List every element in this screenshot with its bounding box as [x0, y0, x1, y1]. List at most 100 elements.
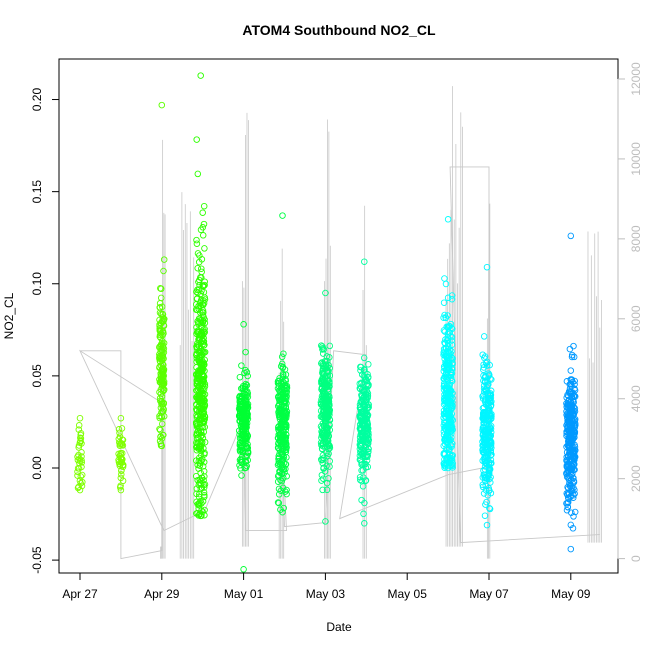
data-point: [364, 371, 371, 378]
data-point: [570, 342, 577, 350]
y-tick-label: 0.10: [30, 272, 44, 296]
data-point: [326, 444, 334, 452]
data-point: [358, 391, 365, 399]
data-point: [236, 373, 244, 381]
data-point: [200, 484, 208, 491]
data-point: [441, 459, 448, 467]
data-point: [363, 377, 371, 385]
data-point: [196, 276, 203, 284]
x-tick-label: Apr 27: [62, 587, 98, 601]
data-point: [326, 354, 333, 361]
data-point: [197, 226, 205, 234]
data-point: [156, 425, 163, 433]
data-point: [237, 465, 244, 472]
data-point: [197, 353, 204, 360]
data-point: [193, 443, 201, 451]
data-point: [280, 504, 287, 512]
data-point: [447, 369, 455, 377]
data-point: [486, 466, 494, 473]
data-point: [482, 440, 489, 447]
data-point: [322, 518, 329, 525]
data-point: [480, 490, 488, 497]
data-point: [324, 363, 331, 371]
data-point: [482, 482, 489, 489]
data-point: [240, 447, 247, 454]
data-point: [242, 383, 249, 391]
data-point: [361, 258, 368, 265]
data-point: [116, 439, 123, 446]
data-point: [282, 461, 290, 468]
data-point: [118, 450, 126, 457]
data-point: [319, 414, 327, 421]
data-point: [192, 472, 200, 480]
y2-tick-label: 0: [629, 555, 643, 562]
data-point: [569, 525, 577, 532]
data-point: [358, 461, 365, 468]
data-point: [199, 401, 206, 408]
data-point: [356, 473, 364, 481]
data-point: [280, 454, 288, 461]
data-point: [357, 367, 364, 374]
y2-tick-label: 2000: [629, 465, 643, 492]
data-point: [448, 370, 456, 377]
data-point: [363, 409, 370, 416]
data-point: [276, 469, 283, 476]
data-point: [485, 469, 493, 476]
data-point: [274, 499, 282, 506]
data-point: [159, 353, 166, 360]
data-point: [158, 101, 166, 109]
data-point: [239, 427, 247, 434]
data-point: [479, 457, 486, 464]
data-point: [324, 372, 332, 379]
data-point: [482, 477, 489, 485]
data-point: [364, 463, 372, 471]
data-point: [275, 439, 282, 447]
data-point: [444, 312, 451, 319]
data-point: [275, 377, 283, 385]
data-point: [567, 521, 575, 529]
data-point: [197, 512, 204, 520]
data-point: [325, 475, 332, 482]
data-point: [157, 342, 165, 349]
data-point: [442, 345, 449, 352]
data-point: [480, 404, 488, 411]
data-point: [199, 370, 206, 378]
data-point: [318, 359, 326, 366]
data-point: [282, 441, 290, 449]
data-point: [276, 454, 283, 461]
data-point: [159, 371, 167, 378]
data-point: [564, 438, 572, 445]
data-point: [238, 362, 245, 369]
data-point: [194, 289, 201, 297]
data-point: [193, 345, 201, 352]
data-point: [446, 329, 454, 336]
data-point: [115, 456, 122, 464]
data-point: [193, 240, 201, 247]
data-point: [565, 435, 572, 443]
data-point: [568, 393, 576, 400]
data-point: [157, 294, 165, 302]
data-point: [324, 440, 332, 447]
data-point: [448, 455, 455, 462]
data-point: [322, 289, 329, 297]
data-point: [193, 401, 200, 409]
data-point: [356, 401, 364, 408]
data-point: [479, 351, 486, 358]
data-point: [283, 444, 290, 451]
data-point: [448, 295, 456, 303]
data-point: [76, 414, 84, 422]
x-axis-label: Date: [326, 620, 352, 634]
data-point: [243, 391, 251, 399]
x-tick-label: May 01: [224, 587, 264, 601]
data-point: [199, 232, 207, 239]
data-point: [197, 433, 204, 440]
plot-frame: [58, 58, 619, 574]
data-point: [486, 410, 494, 417]
data-point: [78, 440, 85, 447]
data-point: [199, 209, 206, 216]
data-point: [362, 447, 369, 455]
data-point: [568, 401, 575, 409]
data-point: [325, 368, 332, 375]
data-point: [199, 282, 207, 289]
data-point: [358, 408, 365, 416]
